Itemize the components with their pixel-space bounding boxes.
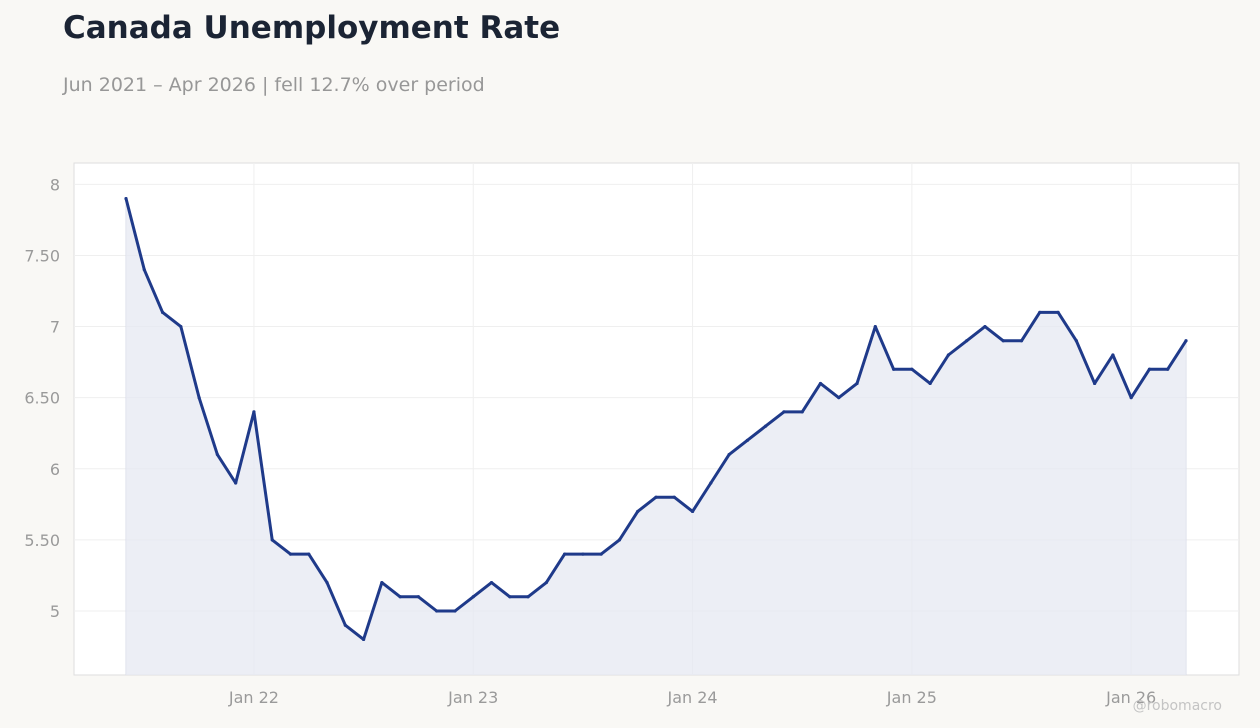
data-point — [179, 324, 183, 329]
data-point — [526, 595, 530, 599]
data-point — [818, 381, 823, 386]
y-tick-label: 6 — [50, 460, 60, 479]
data-point — [380, 580, 384, 585]
x-tick-label: Jan 22 — [228, 688, 279, 707]
data-point — [690, 509, 695, 514]
data-point — [599, 552, 603, 556]
y-tick-label: 8 — [50, 175, 60, 194]
watermark: @robomacro — [1132, 698, 1222, 714]
data-point — [563, 552, 567, 556]
y-tick-label: 5 — [50, 602, 60, 621]
y-tick-label: 5.50 — [24, 531, 60, 550]
data-point — [453, 609, 457, 613]
data-point — [1056, 310, 1060, 314]
data-point — [1111, 353, 1115, 357]
chart-subtitle: Jun 2021 – Apr 2026 | fell 12.7% over pe… — [63, 74, 485, 96]
data-point — [910, 367, 914, 371]
data-point — [1184, 339, 1188, 343]
data-point — [544, 580, 548, 585]
data-point — [435, 609, 439, 613]
data-point — [654, 495, 658, 499]
data-point — [672, 495, 676, 499]
y-axis-ticks: 5 5.50 6 6.50 7 7.50 8 — [24, 175, 60, 621]
data-point — [946, 353, 951, 357]
data-point — [234, 481, 238, 485]
data-points — [124, 196, 1188, 642]
data-point — [581, 552, 585, 556]
data-point — [343, 623, 347, 627]
x-tick-label: Jan 25 — [886, 688, 937, 707]
data-point — [215, 452, 219, 457]
data-point — [709, 481, 713, 485]
data-point — [617, 538, 622, 542]
data-point — [197, 396, 201, 400]
data-point — [1019, 339, 1024, 343]
data-point — [398, 595, 402, 599]
data-point — [764, 424, 768, 428]
data-point — [361, 637, 366, 642]
data-point — [124, 196, 128, 201]
data-point — [307, 552, 311, 556]
y-tick-label: 6.50 — [24, 389, 60, 408]
y-tick-label: 7.50 — [24, 246, 60, 265]
data-point — [1074, 339, 1078, 343]
data-point — [1129, 396, 1133, 400]
data-point — [325, 580, 329, 585]
data-point — [252, 410, 256, 414]
data-point — [928, 381, 932, 386]
chart-title: Canada Unemployment Rate — [63, 10, 561, 46]
x-axis-ticks: Jan 22 Jan 23 Jan 24 Jan 25 Jan 26 — [228, 688, 1156, 707]
data-point — [745, 438, 749, 442]
x-tick-label: Jan 24 — [666, 688, 717, 707]
data-point — [891, 367, 896, 371]
data-point — [489, 580, 494, 585]
x-tick-label: Jan 23 — [447, 688, 498, 707]
data-point — [508, 595, 512, 599]
x-tick-label: Jan 26 — [1105, 688, 1156, 707]
data-point — [1093, 381, 1097, 386]
data-point — [636, 509, 640, 514]
data-point — [965, 339, 969, 343]
data-point — [873, 324, 877, 329]
data-point — [1166, 367, 1170, 371]
data-point — [837, 396, 841, 400]
data-point — [160, 310, 165, 314]
data-point — [983, 324, 987, 329]
data-point — [782, 410, 786, 414]
data-point — [800, 410, 804, 414]
data-point — [1147, 367, 1152, 371]
y-tick-label: 7 — [50, 318, 60, 337]
data-point — [471, 595, 475, 599]
data-point — [1038, 310, 1042, 314]
data-point — [270, 538, 274, 542]
data-point — [416, 595, 421, 599]
data-point — [288, 552, 293, 556]
data-point — [727, 452, 731, 457]
area-fill — [126, 198, 1186, 675]
data-point — [1001, 339, 1005, 343]
data-point — [142, 268, 146, 272]
data-point — [855, 381, 859, 386]
